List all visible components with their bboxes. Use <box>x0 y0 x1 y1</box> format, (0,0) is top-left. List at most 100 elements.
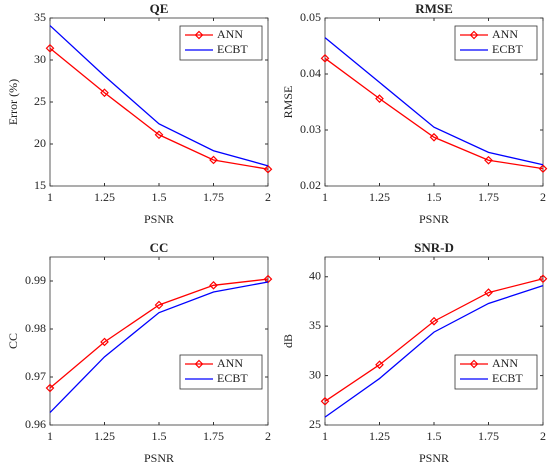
marker <box>320 396 330 406</box>
x-axis-label: PSNR <box>419 451 449 465</box>
y-tick-label: 25 <box>34 94 46 108</box>
plot-area <box>49 256 269 426</box>
legend-box <box>454 354 538 390</box>
y-tick-label: 30 <box>34 52 46 66</box>
y-tick-label: 0.99 <box>25 273 46 287</box>
legend-label: ECBT <box>217 42 248 56</box>
y-axis-label: Error (%) <box>6 79 20 125</box>
legend-box <box>454 25 538 61</box>
x-tick-label: 1.75 <box>203 429 224 443</box>
y-tick-label: 35 <box>34 10 46 24</box>
y-tick-label: 30 <box>309 367 321 381</box>
marker <box>538 274 548 284</box>
subplot-title: SNR-D <box>414 240 454 255</box>
series-line <box>49 278 269 389</box>
y-tick-label: 15 <box>34 178 46 192</box>
marker <box>209 155 218 165</box>
x-tick-label: 1.25 <box>94 429 115 443</box>
y-tick-label: 0.02 <box>300 178 321 192</box>
x-axis-label: PSNR <box>419 212 449 226</box>
y-tick-label: 0.04 <box>300 66 321 80</box>
marker <box>154 130 164 140</box>
legend-label: ANN <box>217 27 243 41</box>
legend-marker <box>469 359 479 369</box>
series-line <box>324 285 544 418</box>
marker <box>375 94 384 103</box>
x-tick-label: 1.25 <box>369 429 390 443</box>
legend-marker <box>194 30 204 40</box>
x-tick-label: 1.75 <box>478 190 499 204</box>
y-axis-label: dB <box>281 334 295 348</box>
legend-label: ECBT <box>217 371 248 385</box>
series-line <box>49 47 269 170</box>
x-tick-label: 1 <box>322 190 328 204</box>
legend-label: ECBT <box>492 371 523 385</box>
x-tick-label: 1 <box>47 429 53 443</box>
series-line <box>324 278 544 402</box>
x-tick-label: 1.75 <box>478 429 499 443</box>
marker <box>209 280 218 290</box>
legend-box <box>179 25 263 61</box>
plot-area <box>324 256 544 426</box>
legend-label: ANN <box>217 356 243 370</box>
x-tick-label: 1 <box>47 190 53 204</box>
subplot: QE PSNR Error (%) 1 1.25 1.5 1.75 2 15 20 25 30 35 AN… <box>6 1 273 226</box>
subplot: RMSE PSNR RMSE 1 1.25 1.5 1.75 2 0.02 0.03 0.04 0.0… <box>281 1 548 226</box>
legend-label: ECBT <box>492 42 523 56</box>
x-tick-label: 1.5 <box>152 190 167 204</box>
x-tick-label: 2 <box>540 190 546 204</box>
legend-marker <box>469 30 479 40</box>
y-tick-label: 0.05 <box>300 10 321 24</box>
x-tick-label: 2 <box>540 429 546 443</box>
y-tick-label: 25 <box>309 417 321 431</box>
marker <box>429 132 439 142</box>
x-axis-label: PSNR <box>144 451 174 465</box>
legend-marker <box>194 359 204 369</box>
x-tick-label: 1.5 <box>427 429 442 443</box>
marker <box>538 164 548 173</box>
subplot-title: CC <box>150 240 169 255</box>
y-axis-label: RMSE <box>281 86 295 119</box>
series-line <box>324 57 544 170</box>
subplot: CC PSNR CC 1 1.25 1.5 1.75 2 0.96 0.97 0.98 0.99 ANN… <box>6 240 273 465</box>
x-tick-label: 1.5 <box>152 429 167 443</box>
marker <box>100 88 109 98</box>
x-tick-label: 1.75 <box>203 190 224 204</box>
series-line <box>49 25 269 167</box>
y-tick-label: 0.98 <box>25 321 46 335</box>
marker <box>375 360 384 370</box>
y-tick-label: 35 <box>309 318 321 332</box>
subplot-title: QE <box>150 1 169 16</box>
x-tick-label: 1.25 <box>94 190 115 204</box>
legend-label: ANN <box>492 27 518 41</box>
x-tick-label: 1 <box>322 429 328 443</box>
marker <box>263 164 273 174</box>
legend-label: ANN <box>492 356 518 370</box>
marker <box>154 300 164 310</box>
y-tick-label: 40 <box>309 269 321 283</box>
x-tick-label: 1.25 <box>369 190 390 204</box>
y-tick-label: 20 <box>34 136 46 150</box>
subplot-title: RMSE <box>415 1 453 16</box>
marker <box>484 288 493 297</box>
marker <box>45 43 55 53</box>
marker <box>100 337 109 347</box>
y-tick-label: 0.97 <box>25 369 46 383</box>
series-line <box>49 281 269 413</box>
y-axis-label: CC <box>6 333 20 349</box>
x-tick-label: 1.5 <box>427 190 442 204</box>
y-tick-label: 0.96 <box>25 417 46 431</box>
series-line <box>324 37 544 166</box>
x-tick-label: 2 <box>265 190 271 204</box>
x-tick-label: 2 <box>265 429 271 443</box>
marker <box>320 53 330 63</box>
marker <box>484 155 493 165</box>
x-axis-label: PSNR <box>144 212 174 226</box>
legend-box <box>179 354 263 390</box>
